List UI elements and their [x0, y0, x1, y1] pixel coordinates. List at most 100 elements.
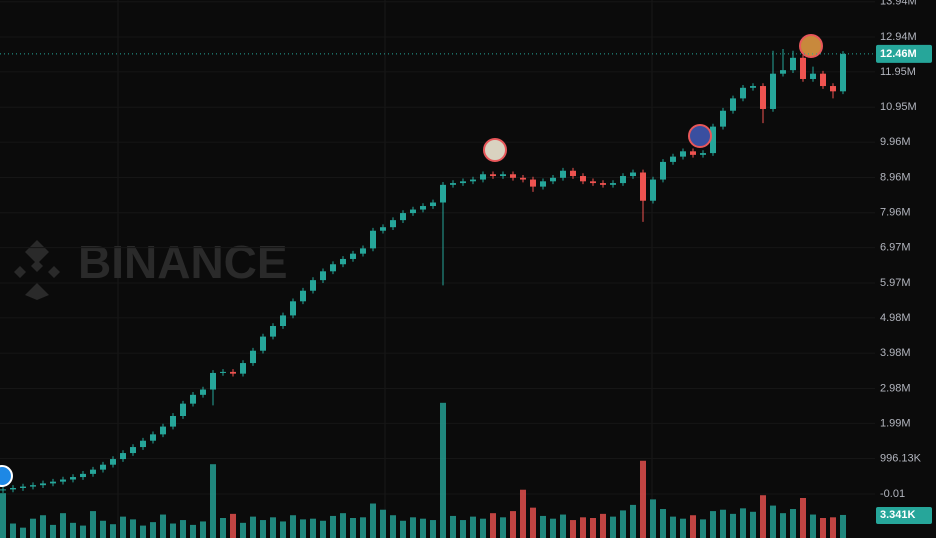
volume-bar — [520, 489, 526, 538]
candle-body — [60, 479, 66, 482]
volume-bar — [550, 518, 556, 538]
volume-bar — [320, 520, 326, 538]
candle-body — [530, 179, 536, 187]
candle-body — [720, 110, 726, 127]
volume-bar — [510, 511, 516, 538]
candle-body — [110, 459, 116, 465]
volume-bar — [190, 524, 196, 538]
volume-bar — [470, 516, 476, 538]
volume-bar — [740, 508, 746, 538]
candle-body — [420, 206, 426, 210]
y-tick-label: 4.98M — [880, 312, 911, 324]
candle-body — [450, 183, 456, 185]
y-tick-label: 9.96M — [880, 136, 911, 148]
candle-body — [230, 371, 236, 374]
event-icon[interactable] — [483, 138, 507, 162]
volume-bar — [460, 520, 466, 538]
candle-body — [400, 213, 406, 221]
volume-bar — [670, 516, 676, 538]
volume-bar — [150, 522, 156, 538]
candle-body — [670, 156, 676, 162]
y-tick-label: 8.96M — [880, 171, 911, 183]
candle-body — [440, 184, 446, 203]
candle-body — [480, 174, 486, 180]
candle-body — [390, 220, 396, 228]
candle-body — [180, 403, 186, 417]
event-icon[interactable] — [0, 465, 13, 487]
last-price-label: 12.46M — [880, 48, 917, 60]
volume-bar — [640, 460, 646, 538]
volume-bar — [200, 521, 206, 538]
volume-bar — [620, 510, 626, 538]
candle-body — [130, 447, 136, 454]
candle-body — [50, 481, 56, 484]
candle-body — [10, 487, 16, 490]
event-icon[interactable] — [688, 124, 712, 148]
volume-bar — [140, 525, 146, 538]
logo-diamond — [25, 240, 49, 264]
candle-body — [490, 174, 496, 177]
volume-bar — [0, 493, 6, 538]
candle-body — [90, 469, 96, 474]
volume-bar — [400, 520, 406, 538]
candle-body — [750, 86, 756, 88]
candle-body — [430, 202, 436, 207]
volume-bar — [380, 509, 386, 538]
volume-bar — [350, 517, 356, 538]
volume-bar — [230, 513, 236, 538]
volume-bar — [270, 517, 276, 538]
volume-bar — [450, 515, 456, 538]
volume-bar — [90, 511, 96, 538]
volume-bar — [680, 518, 686, 538]
volume-bar — [420, 518, 426, 538]
candle-body — [70, 477, 76, 480]
candle-body — [820, 73, 826, 87]
candle-body — [140, 440, 146, 448]
candle-body — [290, 301, 296, 316]
candle-body — [30, 485, 36, 487]
candle-body — [700, 153, 706, 155]
event-icons — [0, 34, 823, 487]
volume-bar — [130, 519, 136, 538]
event-icon[interactable] — [799, 34, 823, 58]
candle-body — [100, 464, 106, 470]
candle-body — [800, 57, 806, 79]
candle-body — [190, 394, 196, 404]
volume-bar — [540, 515, 546, 538]
candle-body — [170, 416, 176, 427]
candle-body — [340, 258, 346, 265]
candle-body — [570, 170, 576, 177]
candle-body — [740, 87, 746, 99]
candle-body — [560, 170, 566, 178]
volume-bar — [310, 518, 316, 538]
volume-bar — [20, 527, 26, 538]
candle-body — [120, 453, 126, 460]
y-tick-label: 3.98M — [880, 347, 911, 359]
volume-bar — [50, 524, 56, 538]
candle-body — [540, 181, 546, 187]
volume-bar — [120, 516, 126, 538]
time-grid — [117, 0, 653, 538]
volume-bar — [370, 503, 376, 538]
candle-body — [660, 161, 666, 180]
volume-bar — [480, 518, 486, 538]
volume-bar — [570, 520, 576, 538]
volume-bar — [290, 515, 296, 538]
volume-bar — [360, 517, 366, 538]
candle-body — [520, 177, 526, 180]
volume-bar — [220, 517, 226, 538]
volume-bar — [240, 522, 246, 538]
volume-bar — [610, 516, 616, 538]
candle-body — [360, 248, 366, 254]
candle-body — [510, 174, 516, 178]
y-tick-label: 7.96M — [880, 207, 911, 219]
candle-body — [600, 183, 606, 185]
volume-bar — [770, 505, 776, 538]
candle-body — [240, 363, 246, 374]
volume-bar — [580, 517, 586, 538]
volume-bar — [630, 504, 636, 538]
last-volume-box — [876, 506, 932, 524]
